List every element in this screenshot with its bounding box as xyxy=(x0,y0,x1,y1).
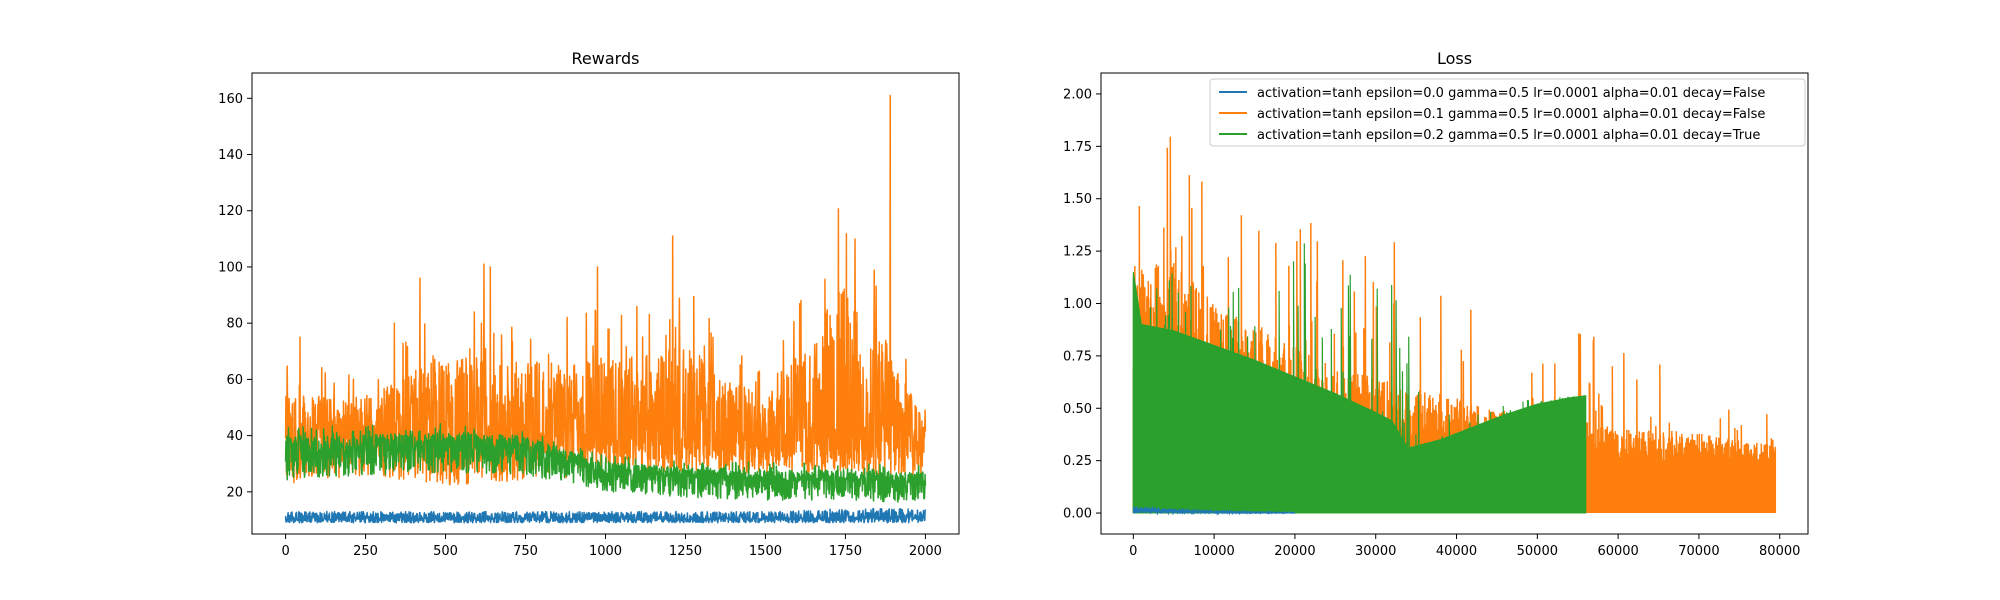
y-tick-label: 80 xyxy=(226,317,243,332)
rewards-panel: Rewards 0 250 500 750 1000 1250 1500 1750 2000 20 4… xyxy=(218,49,960,559)
y-tick-label: 0.00 xyxy=(1063,507,1092,522)
x-tick-label: 750 xyxy=(513,544,538,559)
y-tick-label: 60 xyxy=(226,373,243,388)
x-tick-label: 20000 xyxy=(1274,544,1315,559)
legend: activation=tanh epsilon=0.0 gamma=0.5 lr… xyxy=(1209,78,1806,147)
y-tick-label: 40 xyxy=(226,429,243,444)
series-line xyxy=(284,94,927,486)
x-tick-label: 2000 xyxy=(909,544,942,559)
axes-frame xyxy=(251,72,960,535)
y-tick-label: 1.25 xyxy=(1063,245,1092,260)
y-tick-label: 20 xyxy=(226,485,243,500)
series-line xyxy=(1132,505,1296,516)
series-line xyxy=(284,507,927,524)
axes-frame xyxy=(1100,72,1809,535)
series-line xyxy=(1132,243,1586,514)
x-tick-label: 60000 xyxy=(1597,544,1638,559)
legend-box xyxy=(1209,78,1806,147)
y-tick-label: 1.75 xyxy=(1063,140,1092,155)
x-tick-label: 30000 xyxy=(1355,544,1396,559)
x-tick-label: 500 xyxy=(433,544,458,559)
loss-panel: Loss 0 10000 20000 30000 40000 50000 60000 70000… xyxy=(1063,49,1809,559)
plot-area xyxy=(284,94,927,524)
y-tick-label: 120 xyxy=(218,204,243,219)
y-tick-label: 0.25 xyxy=(1063,454,1092,469)
plot-area xyxy=(1132,136,1777,516)
x-tick-label: 250 xyxy=(353,544,378,559)
chart-title: Loss xyxy=(1437,49,1472,68)
y-tick-label: 140 xyxy=(218,148,243,163)
x-tick-label: 1750 xyxy=(829,544,862,559)
x-tick-label: 1250 xyxy=(669,544,702,559)
series-line xyxy=(284,423,927,503)
x-tick-label: 70000 xyxy=(1678,544,1719,559)
y-tick-label: 2.00 xyxy=(1063,87,1092,102)
x-tick-label: 40000 xyxy=(1436,544,1477,559)
x-tick-label: 1500 xyxy=(749,544,782,559)
x-tick-label: 10000 xyxy=(1193,544,1234,559)
y-tick-label: 0.75 xyxy=(1063,349,1092,364)
legend-label: activation=tanh epsilon=0.1 gamma=0.5 lr… xyxy=(1257,107,1765,122)
x-tick-label: 80000 xyxy=(1759,544,1800,559)
x-tick-label: 0 xyxy=(1129,544,1137,559)
legend-label: activation=tanh epsilon=0.2 gamma=0.5 lr… xyxy=(1257,128,1760,143)
y-tick-label: 100 xyxy=(218,260,243,275)
y-tick-label: 1.00 xyxy=(1063,297,1092,312)
x-tick-label: 0 xyxy=(281,544,289,559)
y-tick-label: 160 xyxy=(218,92,243,107)
x-tick-label: 50000 xyxy=(1517,544,1558,559)
y-tick-label: 1.50 xyxy=(1063,192,1092,207)
legend-label: activation=tanh epsilon=0.0 gamma=0.5 lr… xyxy=(1257,86,1765,101)
x-tick-label: 1000 xyxy=(589,544,622,559)
chart-title: Rewards xyxy=(572,49,640,68)
y-tick-label: 0.50 xyxy=(1063,402,1092,417)
